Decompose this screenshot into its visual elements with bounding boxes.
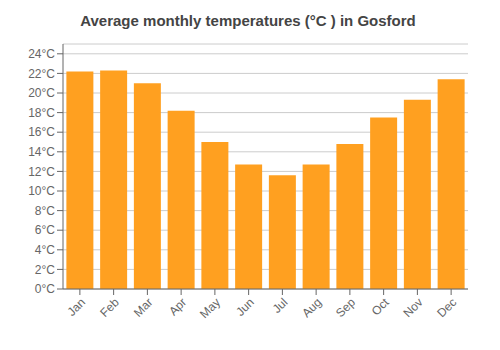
svg-text:12°C: 12°C bbox=[28, 165, 55, 179]
svg-text:18°C: 18°C bbox=[28, 106, 55, 120]
svg-text:Mar: Mar bbox=[131, 295, 156, 320]
svg-text:Sep: Sep bbox=[333, 295, 358, 320]
svg-text:May: May bbox=[197, 295, 223, 321]
svg-text:20°C: 20°C bbox=[28, 86, 55, 100]
svg-text:Jan: Jan bbox=[64, 295, 88, 319]
svg-text:Dec: Dec bbox=[434, 295, 459, 320]
svg-text:Aug: Aug bbox=[299, 295, 324, 320]
svg-text:6°C: 6°C bbox=[35, 223, 55, 237]
svg-text:14°C: 14°C bbox=[28, 145, 55, 159]
svg-text:0°C: 0°C bbox=[35, 282, 55, 296]
svg-text:2°C: 2°C bbox=[35, 263, 55, 277]
svg-text:4°C: 4°C bbox=[35, 243, 55, 257]
svg-text:Nov: Nov bbox=[401, 295, 426, 320]
svg-text:Oct: Oct bbox=[369, 295, 393, 319]
svg-text:16°C: 16°C bbox=[28, 125, 55, 139]
svg-text:Feb: Feb bbox=[97, 295, 122, 320]
svg-text:Jun: Jun bbox=[233, 295, 257, 319]
svg-text:Apr: Apr bbox=[166, 295, 189, 318]
html-text:Average monthly temperatures (: Average monthly temperatures (°C ) in Go… bbox=[80, 12, 416, 29]
svg-text:10°C: 10°C bbox=[28, 184, 55, 198]
svg-text:Jul: Jul bbox=[270, 295, 291, 316]
svg-text:8°C: 8°C bbox=[35, 204, 55, 218]
svg-text:24°C: 24°C bbox=[28, 47, 55, 61]
svg-text:22°C: 22°C bbox=[28, 67, 55, 81]
